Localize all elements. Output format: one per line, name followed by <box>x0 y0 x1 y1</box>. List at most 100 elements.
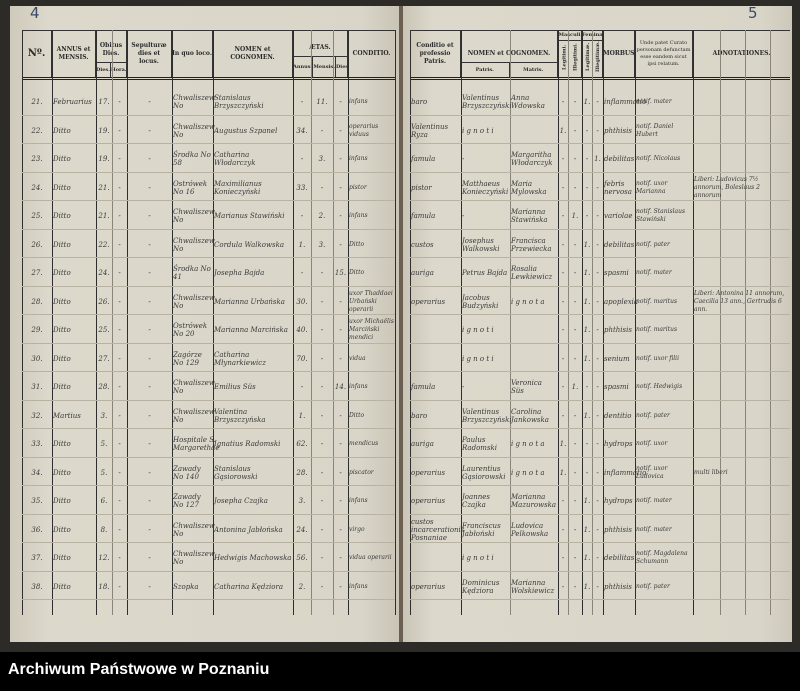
entry-fl: - <box>585 155 589 163</box>
entry-notes <box>693 259 790 287</box>
entry-hour: - <box>118 582 121 591</box>
entry-inf: notif. uxor filii <box>636 354 680 362</box>
entry-sep: - <box>148 440 151 448</box>
entry-mother: Marianna Stawińska <box>511 208 548 224</box>
header-legitimae: Legitimæ. <box>582 41 593 73</box>
entry-fl: - <box>585 440 589 448</box>
right-entry-row: famula - Marianna Stawińska -1. - - variolae no… <box>410 202 790 230</box>
column-rule <box>348 30 350 615</box>
entry-day: 18. <box>98 582 110 591</box>
entry-month: Ditto <box>53 126 71 135</box>
entry-inf: notif. Magdalena Schumann <box>636 550 688 565</box>
entry-fi: - <box>596 297 599 306</box>
column-rule <box>333 30 334 615</box>
entry-ml: - <box>561 269 565 277</box>
entry-day: 26. <box>98 297 110 306</box>
entry-mother: i g n o t a <box>511 468 545 477</box>
entry-cond: uxor Michaëlis Marciński mendici <box>349 318 394 341</box>
entry-cond: infans <box>349 155 368 162</box>
entry-sep: - <box>148 497 151 505</box>
right-entry-row: operarius Laurentius Gąsiorowski i g n o t… <box>410 459 790 487</box>
entry-anni: 33. <box>296 183 308 192</box>
entry-mother: Rosalia Lewkiewicz <box>511 265 553 281</box>
entry-day: 21. <box>98 212 110 220</box>
entry-notes <box>693 516 790 544</box>
entry-place: Ostrówek No 16 <box>173 179 208 196</box>
entry-fi: - <box>596 269 599 277</box>
entry-fl: 1. <box>583 269 591 277</box>
entry-anni: 1. <box>298 240 306 249</box>
entry-inf: notif. mater <box>636 98 672 105</box>
entry-notes <box>693 345 790 373</box>
left-entry-row: 28. Ditto 26. - - Chwaliszew No Marianna Urbań… <box>22 288 395 316</box>
row-rule <box>22 228 395 229</box>
header-patris: Patris. <box>461 63 510 77</box>
entry-ml: 1. <box>559 440 567 448</box>
entry-dies: - <box>339 468 342 477</box>
entry-month: Ditto <box>53 554 71 562</box>
entry-pcond: custos <box>411 240 434 249</box>
left-entry-row: 30. Ditto 27. - - Zagórze No 129 Catharina Mły… <box>22 345 395 373</box>
left-entry-row: 23. Ditto 19. - - Środka No 58 Catharina Włoda… <box>22 145 395 173</box>
entry-name: Stanislaus Brzyszczyński <box>214 94 264 110</box>
entry-no: 23. <box>31 155 43 163</box>
entry-anni: 70. <box>296 354 308 363</box>
entry-day: 6. <box>100 497 108 505</box>
right-entry-row: famula - Margaritha Włodarczyk - - -1. debilit… <box>410 145 790 173</box>
entry-mi: - <box>573 497 577 505</box>
entry-ml: - <box>561 297 565 306</box>
header-obitus: Obitus Dies. Dies. Hora. <box>96 31 127 77</box>
entry-dies: - <box>339 98 342 106</box>
entry-place: Szopka <box>173 582 199 591</box>
row-rule <box>22 542 395 543</box>
entry-fi: - <box>596 126 599 135</box>
entry-inf: notif. uxor <box>636 440 668 447</box>
column-rule <box>568 30 569 615</box>
entry-mother <box>510 345 558 373</box>
entry-mother: Marianna Wolskiewicz <box>511 578 555 595</box>
entry-anni: - <box>300 269 304 277</box>
row-rule <box>410 257 790 258</box>
entry-dies: - <box>339 440 342 448</box>
entry-no: 24. <box>31 183 43 192</box>
entry-inf: notif. Stanislaus Stawiński <box>636 208 686 223</box>
entry-menses: - <box>320 126 324 135</box>
entry-anni: - <box>300 155 304 163</box>
entry-hour: - <box>118 183 121 192</box>
entry-pcond <box>410 316 461 344</box>
entry-place: Hospitale S. Margarethae <box>173 436 220 452</box>
entry-mother: Anna Wdowska <box>511 94 545 110</box>
entry-inf: notif. uxor Marianna <box>636 179 668 195</box>
entry-fl: 1. <box>583 240 591 249</box>
entry-notes: Liberi: Antonina 11 annorum, Caecilia 13… <box>694 289 785 313</box>
entry-morbus: phthisis <box>604 126 632 135</box>
entry-menses: - <box>320 183 324 192</box>
entry-no: 26. <box>31 240 43 249</box>
entry-pcond: famula <box>411 383 436 391</box>
entry-ml: - <box>561 183 565 192</box>
entry-hour: - <box>118 155 121 163</box>
entry-ml: - <box>561 98 565 106</box>
column-rule <box>52 30 54 615</box>
entry-pcond: custos incarcerationis Posnaniae <box>411 517 465 542</box>
row-rule <box>410 371 790 372</box>
entry-cond: Ditto <box>349 269 365 276</box>
entry-mother <box>510 316 558 344</box>
header-nomen-parentum: NOMEN et COGNOMEN. Patris. Matris. <box>461 31 558 77</box>
row-rule <box>410 143 790 144</box>
entry-hour: - <box>118 468 121 477</box>
entry-ml: - <box>561 554 565 562</box>
column-rule <box>603 30 605 615</box>
entry-mi: - <box>573 468 577 477</box>
entry-father: Matthaeus Konieczyński <box>462 179 509 196</box>
row-rule <box>410 428 790 429</box>
right-entry-row: operarius Dominicus Kędziora Marianna Wols… <box>410 573 790 601</box>
entry-notes <box>693 402 790 430</box>
entry-morbus: phthisis <box>604 326 632 334</box>
entry-sep: - <box>148 525 151 534</box>
header-nomen: NOMEN et COGNOMEN. <box>213 31 293 77</box>
entry-place: Zawady No 140 <box>173 464 201 481</box>
entry-cond: infans <box>349 98 368 105</box>
entry-no: 22. <box>31 126 43 135</box>
entry-dies: 14. <box>334 383 347 391</box>
